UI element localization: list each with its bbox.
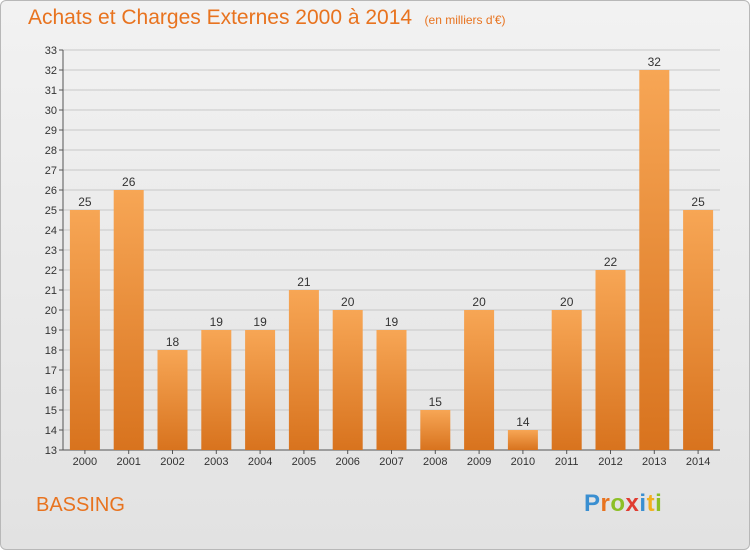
logo-letter: P <box>584 490 601 517</box>
y-tick-label: 26 <box>45 185 57 197</box>
x-tick-label: 2008 <box>423 456 447 468</box>
y-tick-label: 13 <box>45 445 57 457</box>
logo-letter: i <box>655 490 663 517</box>
x-tick-label: 2012 <box>598 456 622 468</box>
data-label-2003: 19 <box>210 315 224 329</box>
x-tick-label: 2007 <box>379 456 403 468</box>
y-tick-label: 22 <box>45 265 57 277</box>
y-tick-label: 20 <box>45 305 57 317</box>
bar-2008 <box>420 410 451 450</box>
chart-title-row: Achats et Charges Externes 2000 à 2014 (… <box>28 6 506 30</box>
logo-letter: t <box>646 490 656 517</box>
data-label-2013: 32 <box>648 55 662 69</box>
bar-2005 <box>288 290 319 450</box>
bars <box>69 70 714 450</box>
x-tick-label: 2013 <box>642 456 666 468</box>
proxiti-logo[interactable]: Proxiti <box>584 490 662 518</box>
bar-2007 <box>376 330 407 450</box>
data-label-2011: 20 <box>560 295 574 309</box>
y-tick-label: 33 <box>45 45 57 57</box>
data-label-2010: 14 <box>516 415 530 429</box>
x-tick-label: 2010 <box>511 456 535 468</box>
commune-name: BASSING <box>36 494 125 516</box>
data-label-2014: 25 <box>691 195 705 209</box>
x-tick-label: 2014 <box>686 456 710 468</box>
y-tick-label: 28 <box>45 145 57 157</box>
bar-2003 <box>201 330 232 450</box>
data-label-2001: 26 <box>122 175 136 189</box>
bar-2012 <box>595 270 626 450</box>
chart-subtitle: (en milliers d'€) <box>424 13 506 27</box>
y-tick-label: 25 <box>45 205 57 217</box>
bar-2001 <box>113 190 144 450</box>
logo-letter: x <box>625 490 640 517</box>
bar-2011 <box>551 310 582 450</box>
x-tick-label: 2004 <box>248 456 272 468</box>
x-tick-label: 2005 <box>292 456 316 468</box>
bar-2014 <box>683 210 714 450</box>
x-tick-label: 2001 <box>116 456 140 468</box>
bar-2006 <box>332 310 363 450</box>
data-label-2009: 20 <box>472 295 486 309</box>
x-tick-label: 2006 <box>335 456 359 468</box>
y-tick-label: 32 <box>45 65 57 77</box>
y-tick-label: 14 <box>45 425 57 437</box>
x-tick-label: 2002 <box>160 456 184 468</box>
y-tick-label: 31 <box>45 85 57 97</box>
y-tick-label: 18 <box>45 345 57 357</box>
bar-2000 <box>69 210 100 450</box>
bar-2009 <box>464 310 495 450</box>
data-label-2004: 19 <box>253 315 267 329</box>
data-label-2007: 19 <box>385 315 399 329</box>
y-axis-ticks: 13 14 15 16 17 18 19 20 21 22 23 24 25 26 27 28 29 30 31 32… <box>45 45 63 457</box>
data-labels: 25 26 18 19 19 21 20 19 15 20 14 20 22 32 25 <box>78 55 705 429</box>
bar-2013 <box>639 70 670 450</box>
x-tick-label: 2011 <box>555 456 579 468</box>
data-label-2008: 15 <box>429 395 443 409</box>
y-tick-label: 15 <box>45 405 57 417</box>
y-tick-label: 27 <box>45 165 57 177</box>
data-label-2006: 20 <box>341 295 355 309</box>
logo-letter: r <box>600 490 611 517</box>
x-tick-label: 2009 <box>467 456 491 468</box>
y-tick-label: 24 <box>45 225 57 237</box>
bar-2004 <box>245 330 276 450</box>
y-tick-label: 30 <box>45 105 57 117</box>
y-tick-label: 17 <box>45 365 57 377</box>
y-tick-label: 29 <box>45 125 57 137</box>
x-tick-label: 2003 <box>204 456 228 468</box>
x-tick-label: 2000 <box>73 456 97 468</box>
bar-2010 <box>507 430 538 450</box>
data-label-2012: 22 <box>604 255 618 269</box>
bar-2002 <box>157 350 188 450</box>
y-tick-label: 23 <box>45 245 57 257</box>
y-tick-label: 16 <box>45 385 57 397</box>
y-tick-label: 19 <box>45 325 57 337</box>
data-label-2002: 18 <box>166 335 180 349</box>
chart-title: Achats et Charges Externes 2000 à 2014 <box>28 6 413 29</box>
logo-letter: o <box>610 490 626 517</box>
x-axis-ticks: 2000 2001 2002 2003 2004 2005 2006 2007 2008 2009… <box>73 450 710 468</box>
data-label-2005: 21 <box>297 275 311 289</box>
data-label-2000: 25 <box>78 195 92 209</box>
y-tick-label: 21 <box>45 285 57 297</box>
logo-letter: i <box>639 490 647 517</box>
